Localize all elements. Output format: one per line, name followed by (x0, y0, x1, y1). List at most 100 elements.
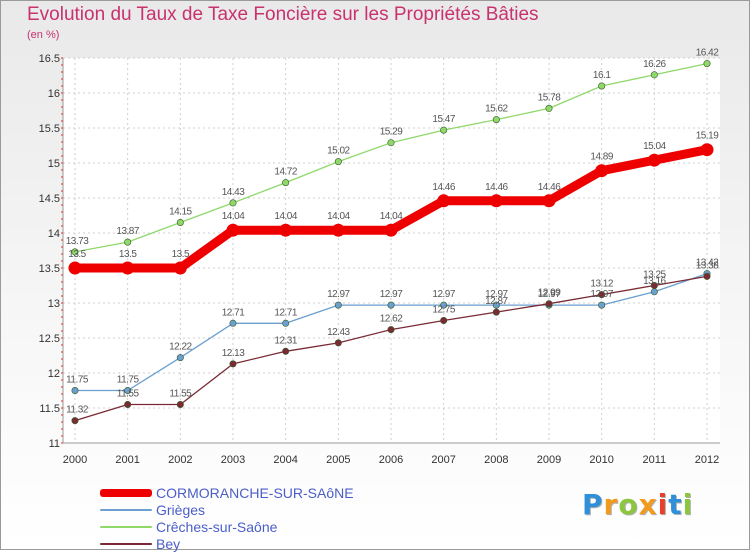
x-tick-label: 2007 (431, 454, 455, 466)
data-point-cormoranche-sur-sa-ne (384, 223, 398, 237)
data-point-bey (598, 291, 606, 299)
data-point-bey (229, 360, 237, 368)
data-point-cr-ches-sur-sa-ne (282, 179, 290, 187)
data-label-gri-ges: 12.22 (169, 342, 192, 353)
data-label-bey: 12.99 (538, 288, 561, 299)
data-label-cr-ches-sur-sa-ne: 15.62 (485, 104, 508, 115)
data-point-cr-ches-sur-sa-ne (71, 248, 79, 256)
legend-item: Bey (100, 535, 354, 552)
data-label-cormoranche-sur-sa-ne: 13.5 (68, 249, 86, 260)
data-point-cormoranche-sur-sa-ne (279, 223, 293, 237)
data-label-cr-ches-sur-sa-ne: 16.1 (593, 70, 611, 81)
data-point-cr-ches-sur-sa-ne (492, 116, 500, 124)
y-tick-label: 14 (48, 228, 60, 240)
data-label-cr-ches-sur-sa-ne: 14.15 (169, 207, 192, 218)
legend-label: CORMORANCHE-SUR-SAôNE (156, 484, 354, 501)
data-label-cr-ches-sur-sa-ne: 16.26 (643, 59, 666, 70)
data-label-bey: 12.87 (485, 296, 508, 307)
data-label-cormoranche-sur-sa-ne: 14.46 (538, 182, 561, 193)
data-label-gri-ges: 12.97 (327, 289, 350, 300)
y-tick-label: 15 (48, 158, 60, 170)
x-tick-label: 2010 (589, 454, 613, 466)
chart-title: Evolution du Taux de Taxe Foncière sur l… (27, 4, 539, 25)
data-label-gri-ges: 11.75 (66, 375, 89, 386)
data-point-bey (387, 326, 395, 334)
y-tick-label: 16 (48, 88, 60, 100)
data-point-bey (440, 316, 448, 324)
legend-item: Crêches-sur-Saône (100, 518, 354, 535)
data-point-cormoranche-sur-sa-ne (647, 153, 661, 167)
data-point-cormoranche-sur-sa-ne (700, 143, 714, 157)
data-label-bey: 11.55 (117, 389, 140, 400)
data-point-cormoranche-sur-sa-ne (542, 194, 556, 208)
data-point-cr-ches-sur-sa-ne (703, 60, 711, 68)
data-label-bey: 11.55 (169, 389, 192, 400)
y-tick-label: 13 (48, 298, 60, 310)
x-tick-label: 2006 (379, 454, 403, 466)
data-point-cormoranche-sur-sa-ne (331, 223, 345, 237)
data-label-gri-ges: 12.97 (590, 289, 613, 300)
data-point-bey (334, 339, 342, 347)
data-point-cr-ches-sur-sa-ne (650, 71, 658, 79)
legend-swatch (100, 508, 152, 511)
legend-swatch (100, 525, 152, 528)
data-label-cormoranche-sur-sa-ne: 14.04 (222, 211, 245, 222)
data-point-bey (545, 300, 553, 308)
data-label-cormoranche-sur-sa-ne: 15.04 (643, 141, 666, 152)
data-label-cormoranche-sur-sa-ne: 14.04 (380, 211, 403, 222)
data-label-cr-ches-sur-sa-ne: 15.02 (327, 146, 350, 157)
data-label-cr-ches-sur-sa-ne: 13.73 (66, 236, 89, 247)
data-label-gri-ges: 12.97 (485, 289, 508, 300)
logo-letter: r (603, 488, 619, 521)
data-label-bey: 11.32 (66, 405, 89, 416)
data-label-cormoranche-sur-sa-ne: 14.04 (274, 211, 297, 222)
logo-letter: P (582, 488, 604, 521)
data-point-cormoranche-sur-sa-ne (121, 261, 135, 275)
x-tick-label: 2002 (168, 454, 192, 466)
data-point-cr-ches-sur-sa-ne (440, 126, 448, 134)
data-point-bey (282, 347, 290, 355)
data-point-cr-ches-sur-sa-ne (598, 82, 606, 90)
data-point-bey (492, 308, 500, 316)
data-label-bey: 12.75 (432, 305, 455, 316)
x-tick-label: 2011 (643, 454, 667, 466)
legend-item: CORMORANCHE-SUR-SAôNE (100, 484, 354, 501)
proxiti-logo: Proxiti (582, 488, 693, 521)
data-point-cr-ches-sur-sa-ne (229, 199, 237, 207)
data-point-cormoranche-sur-sa-ne (68, 261, 82, 275)
data-label-cr-ches-sur-sa-ne: 15.47 (432, 114, 455, 125)
data-point-gri-ges (229, 319, 237, 327)
chart-subtitle: (en %) (27, 29, 60, 41)
data-label-bey: 13.12 (590, 279, 613, 290)
data-label-cormoranche-sur-sa-ne: 14.46 (485, 182, 508, 193)
data-label-bey: 12.62 (380, 314, 403, 325)
data-point-gri-ges (176, 354, 184, 362)
data-point-cormoranche-sur-sa-ne (226, 223, 240, 237)
data-label-bey: 12.13 (222, 348, 245, 359)
data-label-gri-ges: 12.97 (380, 289, 403, 300)
data-label-cormoranche-sur-sa-ne: 15.19 (696, 131, 719, 142)
data-label-gri-ges: 13.16 (643, 276, 666, 287)
data-label-cormoranche-sur-sa-ne: 14.46 (432, 182, 455, 193)
data-point-cr-ches-sur-sa-ne (334, 158, 342, 166)
data-point-gri-ges (492, 301, 500, 309)
data-label-cormoranche-sur-sa-ne: 14.04 (327, 211, 350, 222)
data-label-cormoranche-sur-sa-ne: 13.5 (172, 249, 190, 260)
x-tick-label: 2012 (695, 454, 719, 466)
legend-label: Grièges (156, 501, 206, 518)
x-tick-label: 2003 (221, 454, 245, 466)
data-label-cr-ches-sur-sa-ne: 14.72 (274, 167, 297, 178)
y-tick-label: 15.5 (39, 123, 60, 135)
data-label-gri-ges: 12.71 (274, 307, 297, 318)
data-label-cr-ches-sur-sa-ne: 13.87 (116, 226, 139, 237)
data-label-bey: 13.25 (643, 270, 666, 281)
data-label-cr-ches-sur-sa-ne: 15.29 (380, 127, 403, 138)
data-label-bey: 12.43 (327, 327, 350, 338)
data-point-cr-ches-sur-sa-ne (176, 219, 184, 227)
y-tick-label: 12 (48, 368, 60, 380)
data-point-gri-ges (440, 301, 448, 309)
y-tick-label: 16.5 (39, 53, 60, 65)
data-label-cr-ches-sur-sa-ne: 15.78 (538, 92, 561, 103)
data-point-cormoranche-sur-sa-ne (437, 194, 451, 208)
